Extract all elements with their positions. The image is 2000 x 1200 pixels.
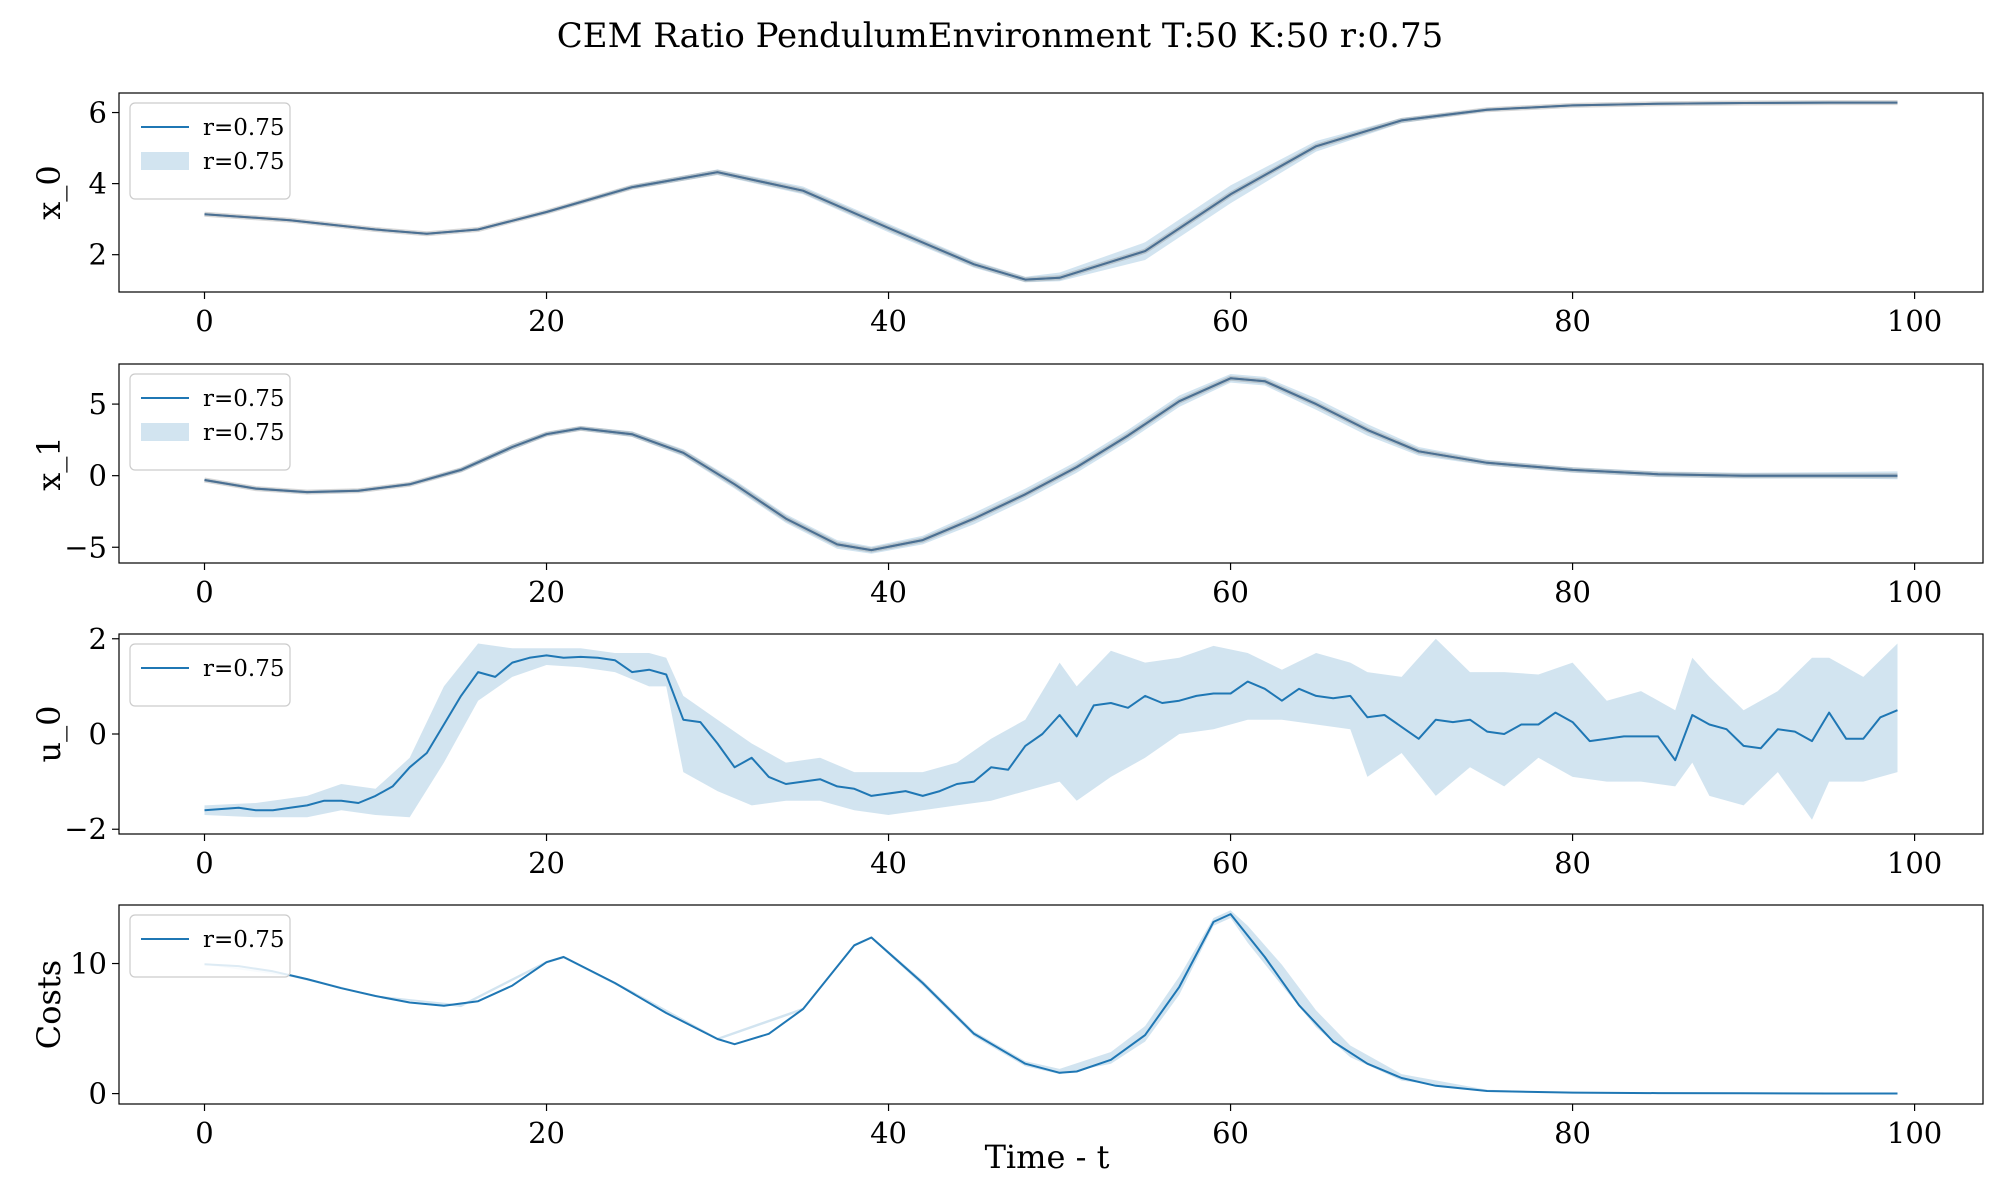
y-axis-label: x_1 [30,436,68,490]
trajectory-overlay-line [204,101,1898,281]
y-tick-label: 0 [89,717,107,751]
series-line [204,654,1898,812]
x-tick-label: 80 [1554,1116,1591,1150]
x-axis-label: Time - t [985,1138,1110,1176]
trajectory-overlay-line [204,377,1898,552]
y-axis-label: u_0 [30,706,68,763]
plot-area [204,100,1898,283]
y-tick-label: 5 [89,387,107,421]
legend-band-swatch [141,423,189,441]
x-tick-label: 0 [195,846,213,880]
x-tick-label: 100 [1887,846,1942,880]
confidence-band [204,638,1898,820]
subplot-x_0: 0 20 40 60 80 100 2 4 6 x_0 r=0.75 r=0.75 [30,92,1984,338]
figure-title: CEM Ratio PendulumEnvironment T:50 K:50 … [557,16,1443,56]
x-tick-label: 60 [1212,1116,1249,1150]
legend-label: r=0.75 [203,115,284,141]
legend-label: r=0.75 [203,656,284,682]
legend-label: r=0.75 [203,149,284,175]
subplot-x_1: 0 20 40 60 80 100 −5 0 5 x_1 r=0.75 r=0.75 [30,363,1984,609]
y-tick-label: 6 [89,96,107,130]
x-tick-label: 40 [870,575,907,609]
subplot-u_0: 0 20 40 60 80 100 −2 0 2 u_0 r=0.75 [30,622,1984,880]
legend-box [129,643,291,707]
x-tick-label: 20 [528,1116,565,1150]
x-tick-label: 100 [1887,575,1942,609]
y-tick-label: 10 [70,947,107,981]
axes-frame [118,363,1984,564]
legend-band-swatch [141,152,189,170]
axes-frame [118,904,1984,1105]
x-tick-label: 20 [528,575,565,609]
x-tick-label: 40 [870,304,907,338]
y-tick-label: 0 [89,459,107,493]
y-tick-label: 2 [89,622,107,656]
y-axis-label: x_0 [30,165,68,219]
legend-box [129,914,291,978]
legend: r=0.75 r=0.75 [129,102,291,200]
plot-area [204,910,1898,1095]
y-tick-label: 4 [89,167,107,201]
x-tick-label: 0 [195,304,213,338]
x-tick-label: 20 [528,846,565,880]
series-line [204,913,1898,1095]
x-tick-label: 100 [1887,1116,1942,1150]
legend: r=0.75 [129,643,291,707]
x-tick-label: 80 [1554,846,1591,880]
legend-label: r=0.75 [203,927,284,953]
x-tick-label: 20 [528,304,565,338]
x-tick-label: 0 [195,575,213,609]
x-tick-label: 0 [195,1116,213,1150]
plot-area [204,374,1898,554]
y-tick-label: 2 [89,238,107,272]
x-tick-label: 80 [1554,304,1591,338]
legend: r=0.75 [129,914,291,978]
plot-area [204,638,1898,820]
x-tick-label: 100 [1887,304,1942,338]
legend-label: r=0.75 [203,420,284,446]
x-tick-label: 80 [1554,575,1591,609]
x-tick-label: 60 [1212,575,1249,609]
legend-label: r=0.75 [203,386,284,412]
x-tick-label: 40 [870,846,907,880]
y-tick-label: 0 [89,1077,107,1111]
x-tick-label: 60 [1212,846,1249,880]
x-tick-label: 60 [1212,304,1249,338]
y-tick-label: −5 [64,530,107,564]
legend: r=0.75 r=0.75 [129,373,291,471]
axes-frame [118,92,1984,293]
y-tick-label: −2 [64,812,107,846]
x-tick-label: 40 [870,1116,907,1150]
y-axis-label: Costs [30,960,68,1049]
